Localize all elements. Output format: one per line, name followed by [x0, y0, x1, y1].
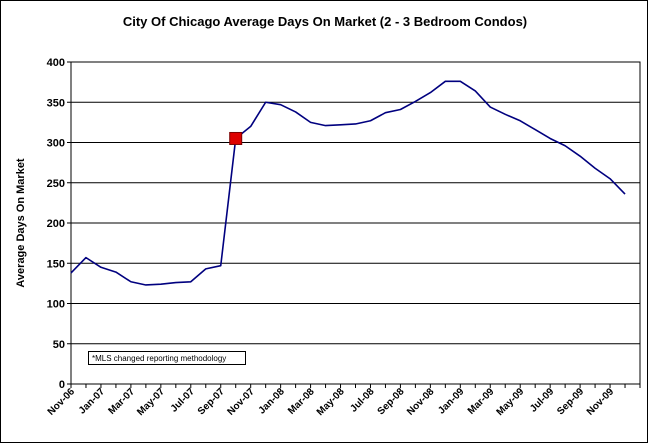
data-point — [414, 100, 416, 102]
y-tick-label: 100 — [47, 299, 65, 311]
data-point — [384, 112, 386, 114]
y-tick-label: 150 — [47, 258, 65, 270]
y-tick-label: 400 — [47, 57, 65, 69]
data-point — [459, 80, 461, 82]
x-tick-label: May-09 — [495, 386, 527, 418]
data-point — [85, 257, 87, 259]
x-tick-label: Sep-07 — [196, 386, 227, 417]
data-point — [70, 272, 72, 274]
data-point — [579, 155, 581, 157]
data-point — [265, 101, 267, 103]
data-point — [624, 193, 626, 195]
data-point — [609, 178, 611, 180]
data-point — [100, 266, 102, 268]
x-tick-label: Nov-09 — [585, 386, 617, 418]
data-point — [250, 125, 252, 127]
data-point — [564, 145, 566, 147]
x-tick-label: Nov-08 — [405, 386, 437, 418]
x-tick-label: Jan-07 — [77, 386, 107, 416]
series — [70, 80, 626, 286]
data-point — [220, 265, 222, 267]
data-point — [145, 284, 147, 286]
data-point — [130, 281, 132, 283]
data-point — [175, 282, 177, 284]
y-axis-label: Average Days On Market — [15, 158, 27, 288]
data-point — [444, 80, 446, 82]
x-tick-label: Mar-07 — [106, 386, 137, 417]
x-tick-label: Sep-09 — [555, 386, 586, 417]
data-point — [534, 129, 536, 131]
y-tick-label: 250 — [47, 178, 65, 190]
y-tick-labels: 0 50 100 150 200 250 300 350 400 — [47, 57, 65, 391]
y-tick-label: 50 — [53, 339, 65, 351]
data-point — [325, 125, 327, 127]
data-point — [340, 124, 342, 126]
data-point — [280, 104, 282, 106]
x-tick-label: Mar-08 — [286, 386, 317, 417]
data-point — [295, 111, 297, 113]
x-tick-label: Jan-08 — [257, 386, 287, 416]
data-point — [205, 268, 207, 270]
data-point — [115, 271, 117, 273]
x-tick-label: May-08 — [315, 386, 347, 418]
x-tick-label: Jan-09 — [436, 386, 466, 416]
gridlines — [71, 101, 640, 345]
data-point — [549, 137, 551, 139]
chart-title: City Of Chicago Average Days On Market (… — [122, 14, 528, 29]
data-point — [160, 283, 162, 285]
x-tick-label: Jul-07 — [169, 386, 198, 415]
x-tick-label: Nov-07 — [225, 386, 257, 418]
highlight-marker — [229, 131, 243, 145]
x-tick-label: Jul-08 — [348, 386, 377, 415]
y-tick-label: 350 — [47, 97, 65, 109]
data-point — [504, 113, 506, 115]
y-tick-label: 0 — [59, 379, 65, 391]
data-point — [310, 121, 312, 123]
data-point — [190, 281, 192, 283]
axes — [67, 61, 641, 388]
y-tick-label: 200 — [47, 218, 65, 230]
data-point — [594, 167, 596, 169]
data-point — [355, 123, 357, 125]
x-tick-label: Mar-09 — [466, 386, 497, 417]
methodology-note: *MLS changed reporting methodology — [88, 351, 246, 365]
data-point — [519, 120, 521, 122]
x-tick-label: Jul-09 — [528, 386, 557, 415]
data-point — [429, 92, 431, 94]
data-point — [489, 106, 491, 108]
series-line — [70, 80, 626, 286]
data-point — [369, 120, 371, 122]
x-tick-label: Sep-08 — [376, 386, 407, 417]
y-tick-label: 300 — [47, 138, 65, 150]
data-point — [399, 108, 401, 110]
data-point — [474, 90, 476, 92]
x-tick-label: May-07 — [135, 386, 167, 418]
